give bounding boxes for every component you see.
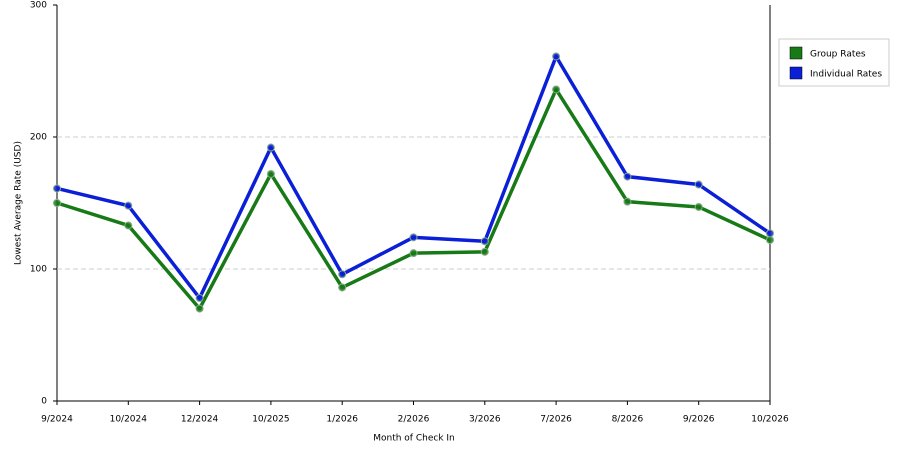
data-point bbox=[552, 85, 561, 94]
x-tick-label: 3/2026 bbox=[469, 415, 501, 425]
data-point bbox=[623, 197, 632, 206]
data-point bbox=[409, 233, 418, 242]
series-line bbox=[56, 54, 771, 300]
legend-label: Individual Rates bbox=[810, 70, 882, 80]
data-point bbox=[694, 180, 703, 189]
data-point bbox=[766, 229, 774, 238]
data-point bbox=[694, 202, 703, 211]
data-point bbox=[552, 52, 561, 61]
data-point bbox=[124, 221, 133, 230]
data-point bbox=[195, 294, 204, 303]
x-axis-label: Month of Check In bbox=[373, 434, 455, 444]
x-tick-label: 10/2025 bbox=[252, 415, 289, 425]
x-tick-label: 12/2024 bbox=[181, 415, 219, 425]
data-point bbox=[480, 237, 489, 246]
legend-label: Group Rates bbox=[810, 50, 866, 60]
x-tick-label: 9/2024 bbox=[41, 415, 73, 425]
series-line bbox=[56, 87, 771, 311]
data-point bbox=[266, 143, 275, 152]
data-point bbox=[766, 235, 774, 244]
data-point bbox=[266, 169, 275, 178]
y-tick-label: 0 bbox=[41, 397, 47, 407]
x-tick-label: 2/2026 bbox=[398, 415, 430, 425]
data-point bbox=[124, 201, 133, 210]
x-tick-label: 1/2026 bbox=[326, 415, 358, 425]
data-point bbox=[53, 184, 61, 193]
data-point bbox=[409, 249, 418, 258]
x-tick-label: 7/2026 bbox=[540, 415, 572, 425]
data-point bbox=[195, 304, 204, 313]
legend-swatch bbox=[789, 46, 803, 60]
legend-swatch bbox=[789, 66, 803, 80]
y-tick-label: 200 bbox=[30, 133, 47, 143]
data-point bbox=[338, 283, 347, 292]
x-tick-label: 9/2026 bbox=[683, 415, 715, 425]
data-point bbox=[53, 199, 61, 207]
y-tick-label: 100 bbox=[30, 265, 47, 275]
y-axis-label: Lowest Average Rate (USD) bbox=[14, 141, 24, 265]
data-point bbox=[480, 247, 489, 256]
data-point bbox=[623, 172, 632, 181]
x-tick-label: 8/2026 bbox=[612, 415, 644, 425]
data-point bbox=[338, 270, 347, 279]
y-tick-label: 300 bbox=[30, 1, 47, 11]
x-tick-label: 10/2026 bbox=[751, 415, 789, 425]
x-tick-label: 10/2024 bbox=[110, 415, 148, 425]
